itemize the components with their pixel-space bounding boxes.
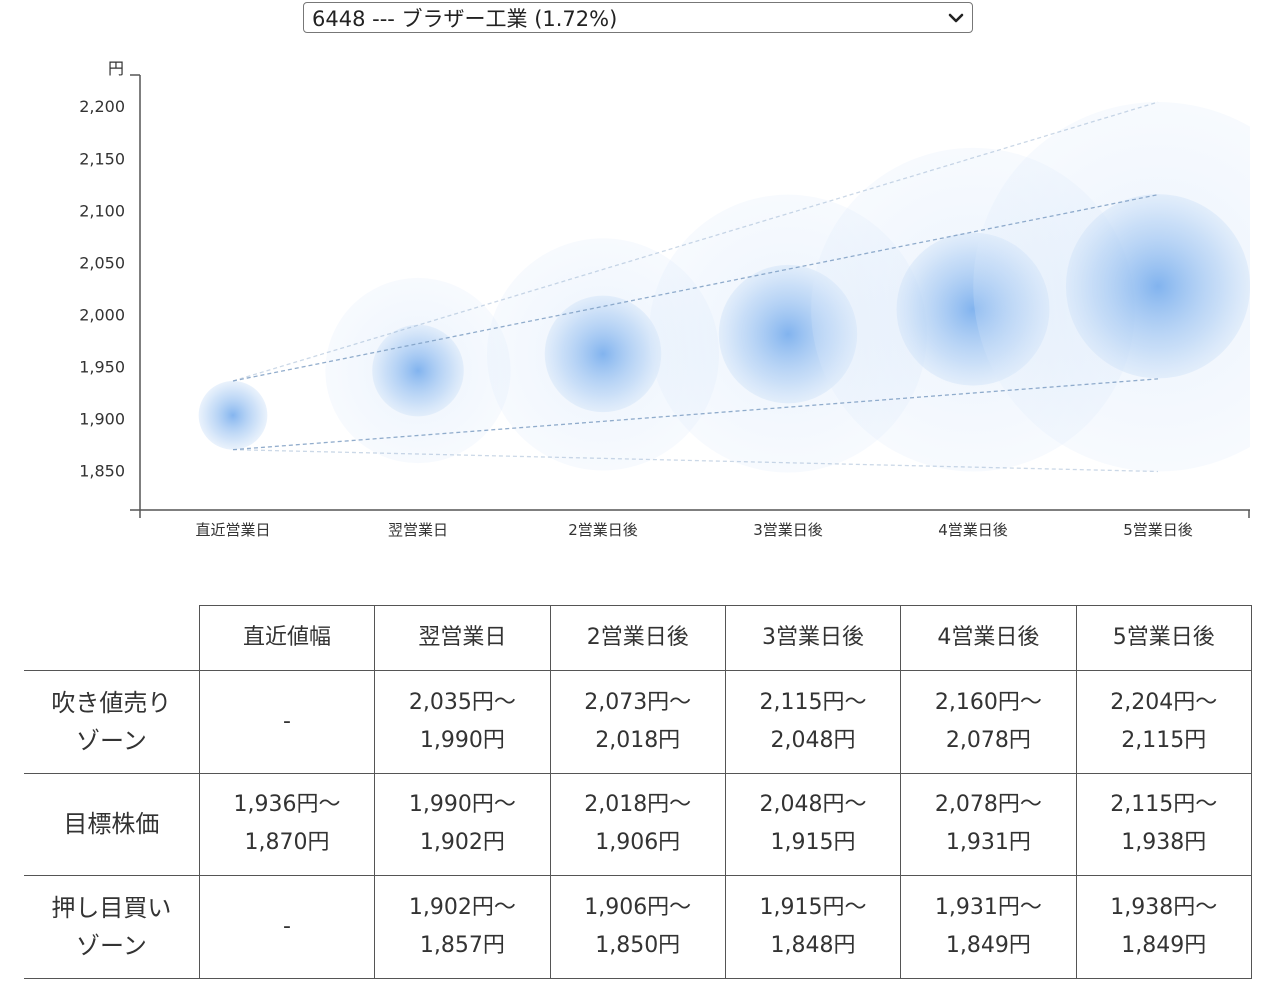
stock-selector-value: 6448 --- ブラザー工業 (1.72%) xyxy=(312,6,618,31)
column-header: 3営業日後 xyxy=(724,605,902,671)
y-tick-label: 2,000 xyxy=(79,305,125,324)
y-tick-label: 1,900 xyxy=(79,409,125,428)
row-header-sell-zone: 吹き値売り ゾーン xyxy=(24,670,200,774)
target-high-trend-line xyxy=(232,194,1159,382)
table-cell: 1,906円〜 1,850円 xyxy=(549,875,726,979)
target-price-bubble xyxy=(198,380,268,450)
table-header-row: 直近値幅 翌営業日 2営業日後 3営業日後 4営業日後 5営業日後 xyxy=(24,605,1253,671)
forecast-chart: 円 2,200 2,150 2,100 2,050 2,000 1,950 1,900 1,8… xyxy=(79,59,1250,539)
target-price-bubble xyxy=(544,295,662,413)
table-cell: 2,073円〜 2,018円 xyxy=(549,670,726,774)
target-low-trend-line xyxy=(232,378,1159,451)
x-tick-label: 3営業日後 xyxy=(753,521,823,539)
table-cell: 2,115円〜 2,048円 xyxy=(724,670,902,774)
forecast-table: 直近値幅 翌営業日 2営業日後 3営業日後 4営業日後 5営業日後 吹き値売りゾ… xyxy=(24,605,1253,979)
target-price-bubble xyxy=(372,324,464,417)
table-cell: 2,048円〜 1,915円 xyxy=(724,772,902,877)
x-tick-label: 直近営業日 xyxy=(195,521,270,539)
y-tick-label: 1,950 xyxy=(79,357,125,376)
table-cell: 2,160円〜 2,078円 xyxy=(900,670,1077,774)
y-axis-unit-label: 円 xyxy=(108,59,124,78)
sell-zone-trend-line xyxy=(232,101,1159,382)
table-row-sell-zone: 吹き値売り ゾーン - 2,035円〜 1,990円 2,073円〜 2,018円 2… xyxy=(24,670,1253,774)
table-cell: 2,078円〜 1,931円 xyxy=(900,772,1077,877)
stock-selector[interactable]: 6448 --- ブラザー工業 (1.72%) xyxy=(303,2,973,33)
table-row-buy-zone: 押し目買い ゾーン - 1,902円〜 1,857円 1,906円〜 1,850円 1… xyxy=(24,875,1253,979)
table-cell: 2,204円〜 2,115円 xyxy=(1075,670,1253,774)
y-tick-label: 2,150 xyxy=(79,149,125,168)
table-cell: 1,990円〜 1,902円 xyxy=(374,772,551,877)
table-cell: 2,115円〜 1,938円 xyxy=(1075,772,1253,877)
table-cell: 1,915円〜 1,848円 xyxy=(724,875,902,979)
buy-zone-trend-line xyxy=(232,448,1159,473)
table-cell: 1,936円〜 1,870円 xyxy=(198,772,376,877)
table-cell: 2,035円〜 1,990円 xyxy=(374,670,551,774)
row-header-buy-zone: 押し目買い ゾーン xyxy=(24,875,200,979)
column-header: 直近値幅 xyxy=(198,605,376,671)
table-cell: 1,938円〜 1,849円 xyxy=(1075,875,1253,979)
x-tick-label: 翌営業日 xyxy=(388,521,448,539)
y-tick-label: 2,200 xyxy=(79,97,125,116)
table-cell: 1,931円〜 1,849円 xyxy=(900,875,1077,979)
column-header: 翌営業日 xyxy=(374,605,551,671)
row-header-target-price: 目標株価 xyxy=(24,772,200,877)
x-tick-label: 5営業日後 xyxy=(1123,521,1193,539)
x-tick-label: 4営業日後 xyxy=(938,521,1008,539)
column-header: 5営業日後 xyxy=(1075,605,1253,671)
table-row-target-price: 目標株価 1,936円〜 1,870円 1,990円〜 1,902円 2,018円〜… xyxy=(24,772,1253,877)
table-cell: - xyxy=(198,670,376,774)
column-header: 2営業日後 xyxy=(549,605,726,671)
table-cell: - xyxy=(198,875,376,979)
target-price-bubble xyxy=(1065,194,1250,379)
chevron-down-icon xyxy=(948,13,964,23)
y-tick-label: 1,850 xyxy=(79,461,125,480)
table-cell: 1,902円〜 1,857円 xyxy=(374,875,551,979)
y-tick-label: 2,050 xyxy=(79,253,125,272)
x-tick-label: 2営業日後 xyxy=(568,521,638,539)
table-corner-cell xyxy=(24,605,200,671)
y-tick-label: 2,100 xyxy=(79,201,125,220)
table-cell: 2,018円〜 1,906円 xyxy=(549,772,726,877)
column-header: 4営業日後 xyxy=(900,605,1077,671)
